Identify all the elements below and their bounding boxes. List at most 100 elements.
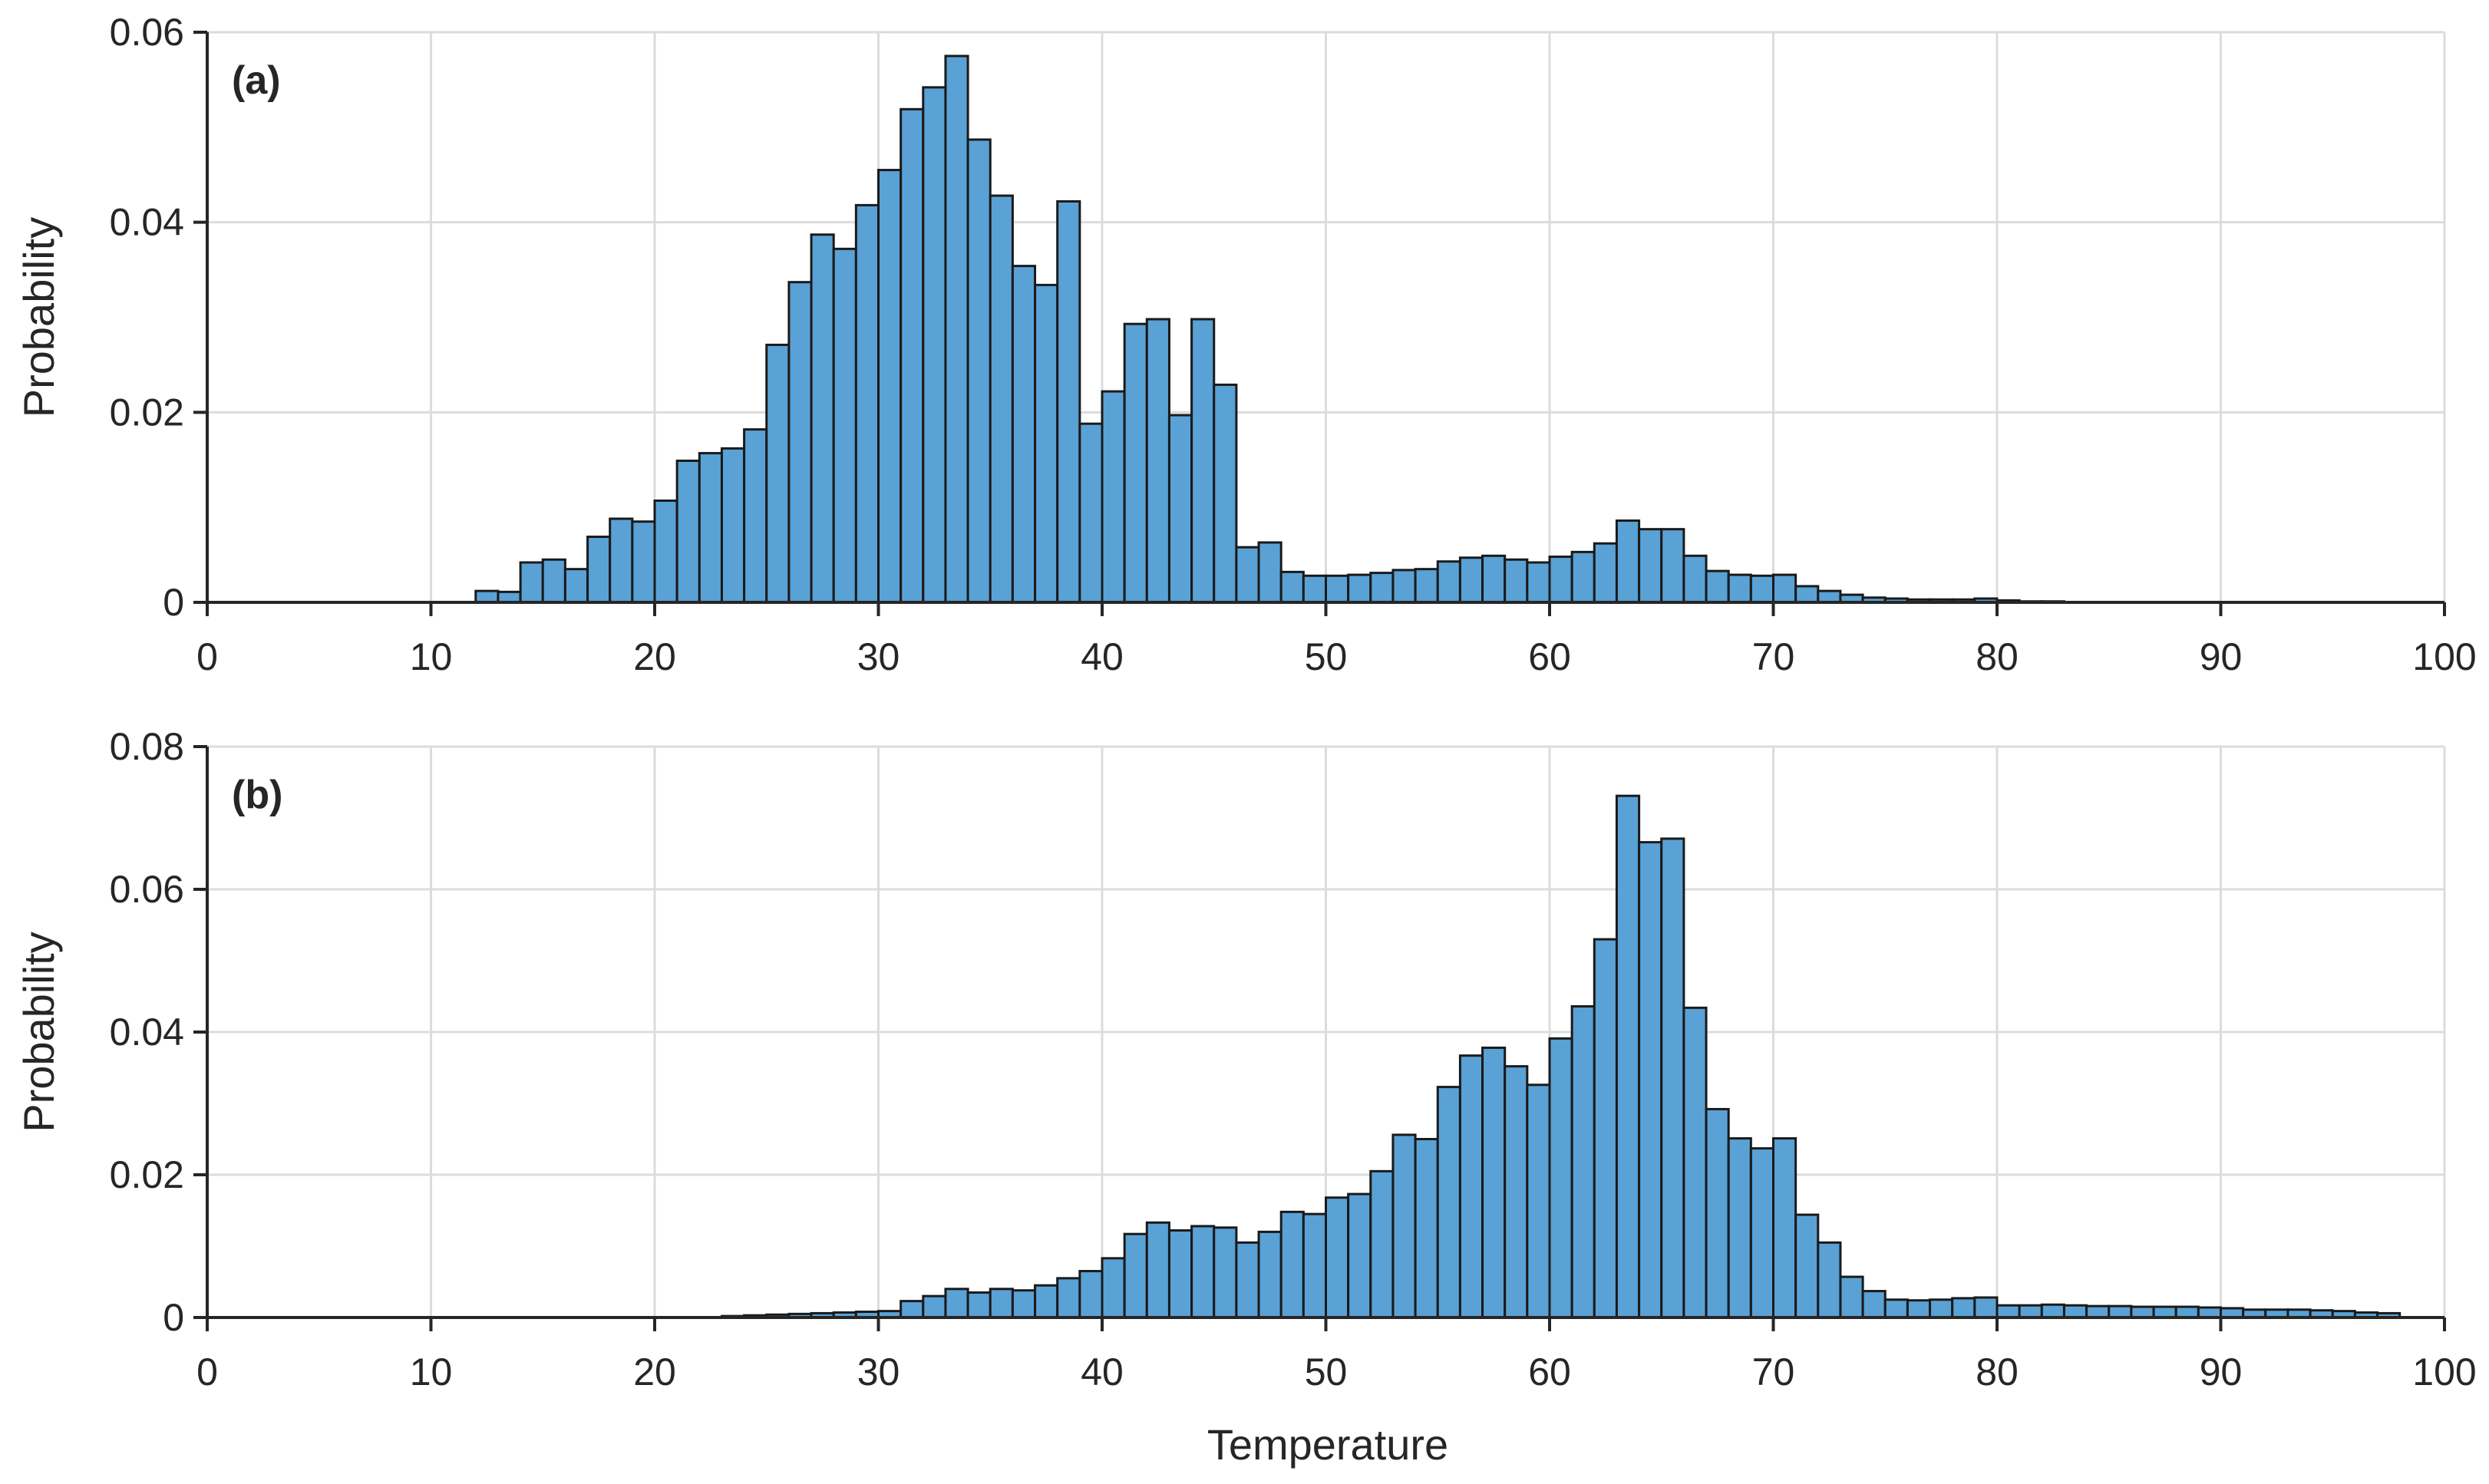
histogram-bar: [1973, 1296, 1999, 1319]
histogram-bar: [1705, 569, 1730, 604]
histogram-bar: [1705, 1107, 1730, 1319]
y-tick-label: 0.02: [110, 1153, 184, 1196]
histogram-bar: [1638, 841, 1663, 1319]
histogram-bar: [2152, 1305, 2177, 1319]
histogram-bar: [1302, 574, 1327, 604]
histogram-bar: [1325, 574, 1350, 604]
histogram-bar: [519, 561, 544, 604]
histogram-bar: [609, 517, 634, 604]
x-tick-label: 30: [857, 1350, 900, 1393]
histogram-bar: [1257, 541, 1282, 604]
histogram-bar: [1861, 1290, 1887, 1319]
histogram-bar: [1056, 1277, 1081, 1319]
histogram-bar: [1615, 794, 1641, 1319]
histogram-bar: [765, 343, 791, 604]
histogram-bar: [1190, 318, 1216, 604]
histogram-bar: [1504, 1065, 1529, 1319]
x-tick-label: 60: [1528, 1350, 1571, 1393]
histogram-bar: [743, 428, 768, 604]
histogram-bar: [1436, 1086, 1461, 1319]
histogram-bar: [944, 1288, 969, 1319]
histogram-bar: [1369, 572, 1395, 604]
histogram-bar: [1593, 938, 1618, 1319]
histogram-bar: [1145, 1221, 1170, 1319]
histogram-bar: [2040, 1303, 2065, 1319]
x-tick-label: 100: [2412, 1350, 2476, 1393]
histogram-bar: [1570, 550, 1596, 604]
histogram-bar: [586, 536, 612, 604]
histogram-bar: [1257, 1230, 1282, 1319]
histogram-bar: [1794, 585, 1820, 604]
histogram-bar: [2108, 1304, 2133, 1319]
y-axis-title: Probability: [15, 932, 63, 1132]
x-tick-label: 80: [1976, 635, 2019, 678]
histogram-bar: [1682, 554, 1708, 604]
histogram-bar: [1167, 414, 1193, 604]
x-tick-label: 20: [633, 1350, 676, 1393]
x-tick-label: 80: [1976, 1350, 2019, 1393]
histogram-bar: [497, 590, 522, 604]
histogram-bar: [922, 1294, 947, 1319]
histogram-bar: [1526, 561, 1551, 604]
histogram-bar: [1817, 589, 1842, 604]
panel-b: 0 10 20 30 40 50 60 70 80 90 100 0 0.02 0.04 0.06 0.08 P…: [15, 725, 2477, 1393]
histogram-bar: [1167, 1229, 1193, 1319]
x-tick-label: 90: [2200, 635, 2243, 678]
x-tick-label: 20: [633, 635, 676, 678]
histogram-bar: [1772, 1137, 1797, 1319]
x-tick-label: 50: [1305, 1350, 1348, 1393]
histogram-bar: [900, 107, 925, 604]
y-tick-label: 0.08: [110, 725, 184, 768]
histogram-bar: [675, 459, 701, 604]
histogram-bar: [1794, 1213, 1820, 1319]
histogram-bar: [1078, 422, 1104, 604]
x-tick-label: 50: [1305, 635, 1348, 678]
histogram-bar: [653, 499, 678, 604]
histogram-bar: [1526, 1083, 1551, 1319]
histogram-bar: [787, 281, 813, 604]
x-tick-label: 30: [857, 635, 900, 678]
histogram-bar: [810, 233, 835, 604]
histogram-bar: [1279, 570, 1305, 604]
histogram-bar: [1682, 1006, 1708, 1319]
histogram-bar: [1235, 546, 1260, 604]
x-tick-label: 100: [2412, 635, 2476, 678]
histogram-bar: [1369, 1169, 1395, 1319]
histogram-bar: [1883, 1298, 1909, 1319]
x-tick-label: 90: [2200, 1350, 2243, 1393]
histogram-bar: [966, 1291, 992, 1319]
histogram-bar: [1749, 574, 1775, 604]
histogram-bar: [1123, 1232, 1148, 1319]
histogram-bar: [1190, 1225, 1216, 1319]
histogram-bar: [1347, 573, 1372, 604]
histogram-bar: [2174, 1305, 2200, 1319]
histogram-bar: [832, 247, 857, 604]
histogram-bar: [1772, 573, 1797, 604]
x-tick-label: 10: [410, 635, 453, 678]
y-tick-label: 0: [163, 581, 184, 624]
histogram-bar: [1660, 528, 1685, 604]
histogram-bar: [2085, 1304, 2111, 1319]
histogram-bar: [1034, 283, 1059, 604]
histogram-bar: [1615, 519, 1641, 604]
histogram-bar: [1347, 1192, 1372, 1319]
histogram-bar: [1436, 560, 1461, 604]
histogram-bar: [1929, 1298, 1954, 1319]
histogram-bar: [1995, 1304, 2021, 1319]
panels: 0 10 20 30 40 50 60 70 80 90 10000.020.040.06Proba…: [15, 11, 2477, 1393]
histogram-bar: [1391, 569, 1417, 604]
histogram-bar: [1504, 558, 1529, 604]
histogram-bar: [966, 138, 992, 604]
histogram-bar: [1145, 318, 1170, 604]
histogram-bar: [2018, 1304, 2043, 1319]
y-tick-label: 0: [163, 1296, 184, 1339]
panel-label: (a): [232, 58, 281, 103]
histogram-bar: [1458, 1054, 1484, 1319]
panel-a: 0 10 20 30 40 50 60 70 80 90 100 0 0.02 0.04 0.06 Proba…: [15, 11, 2477, 678]
y-axis-title: Probability: [15, 217, 63, 417]
histogram-bar: [541, 558, 566, 604]
histogram-bar: [989, 1288, 1014, 1319]
y-tick-label: 0.06: [110, 868, 184, 911]
